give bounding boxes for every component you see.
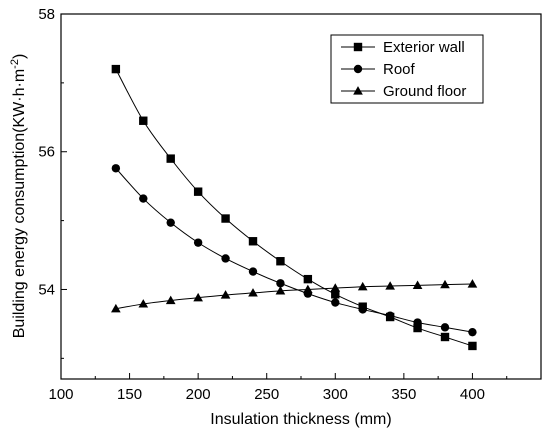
legend: Exterior wall Roof Ground floor	[330, 34, 484, 104]
data-point-exterior-wall	[166, 154, 175, 163]
data-point-roof	[276, 279, 285, 288]
data-point-ground-floor	[275, 286, 286, 295]
data-point-exterior-wall	[468, 341, 477, 351]
series-ground-floor	[111, 279, 478, 313]
y-tick-label: 58	[38, 6, 55, 23]
series-line-exterior-wall	[115, 68, 473, 347]
x-tick-label: 150	[117, 386, 142, 403]
x-tick-label: 250	[254, 386, 279, 403]
data-point-exterior-wall	[193, 187, 203, 196]
data-point-exterior-wall	[440, 332, 450, 342]
data-point-ground-floor	[303, 284, 313, 294]
data-point-ground-floor	[193, 292, 203, 302]
data-point-ground-floor	[357, 281, 368, 291]
x-tick-label: 350	[391, 386, 416, 403]
data-point-exterior-wall	[111, 64, 121, 74]
data-point-exterior-wall	[276, 257, 285, 266]
legend-marker-exterior-wall	[353, 42, 363, 52]
data-point-ground-floor	[248, 288, 258, 297]
data-point-roof	[193, 238, 203, 247]
y-axis-title-superscript: -2	[9, 59, 21, 69]
data-point-exterior-wall	[303, 274, 313, 284]
series-exterior-wall	[111, 64, 477, 351]
data-point-exterior-wall	[248, 237, 258, 246]
data-point-ground-floor	[111, 303, 121, 313]
y-axis-title-main: Building energy consumption(KW·h·m	[11, 69, 28, 338]
y-axis-title-close: )	[11, 54, 28, 59]
data-point-roof	[221, 254, 230, 263]
data-point-roof	[413, 318, 422, 327]
data-point-ground-floor	[220, 290, 231, 299]
x-tick-label: 200	[186, 386, 211, 403]
x-axis-title: Insulation thickness (mm)	[210, 411, 391, 428]
series-line-roof	[115, 167, 473, 333]
y-tick-label: 56	[38, 144, 55, 161]
data-point-roof	[440, 323, 450, 332]
data-point-roof	[468, 327, 477, 337]
data-point-ground-floor	[440, 279, 450, 289]
series-roof	[111, 164, 477, 337]
data-point-roof	[166, 218, 175, 227]
data-point-ground-floor	[385, 281, 395, 290]
data-point-exterior-wall	[331, 290, 340, 299]
data-point-exterior-wall	[413, 323, 422, 333]
data-point-roof	[358, 305, 367, 314]
data-point-roof	[331, 298, 340, 307]
legend-marker-ground-floor	[353, 86, 363, 95]
series-layer	[111, 64, 478, 351]
data-point-ground-floor	[165, 295, 176, 305]
data-point-exterior-wall	[221, 214, 230, 223]
legend-label-exterior-wall: Exterior wall	[383, 39, 465, 56]
legend-label-ground-floor: Ground floor	[383, 83, 466, 100]
data-point-roof	[248, 267, 258, 276]
data-point-ground-floor	[138, 299, 149, 308]
data-point-roof	[111, 164, 121, 173]
y-tick-label: 54	[38, 281, 55, 298]
x-tick-label: 100	[48, 386, 73, 403]
data-point-ground-floor	[467, 279, 478, 288]
data-point-roof	[139, 194, 148, 203]
legend-marker-roof	[353, 64, 363, 74]
x-tick-label: 300	[323, 386, 348, 403]
legend-label-roof: Roof	[383, 61, 416, 78]
data-point-ground-floor	[330, 283, 341, 292]
data-point-ground-floor	[412, 280, 423, 289]
data-point-roof	[385, 311, 395, 320]
y-axis-title: Building energy consumption(KW·h·m-2)	[9, 54, 28, 339]
data-point-exterior-wall	[139, 116, 148, 125]
x-tick-label: 400	[460, 386, 485, 403]
axes: 100 150 200 250 300 350 400 54 56 58	[38, 6, 508, 403]
